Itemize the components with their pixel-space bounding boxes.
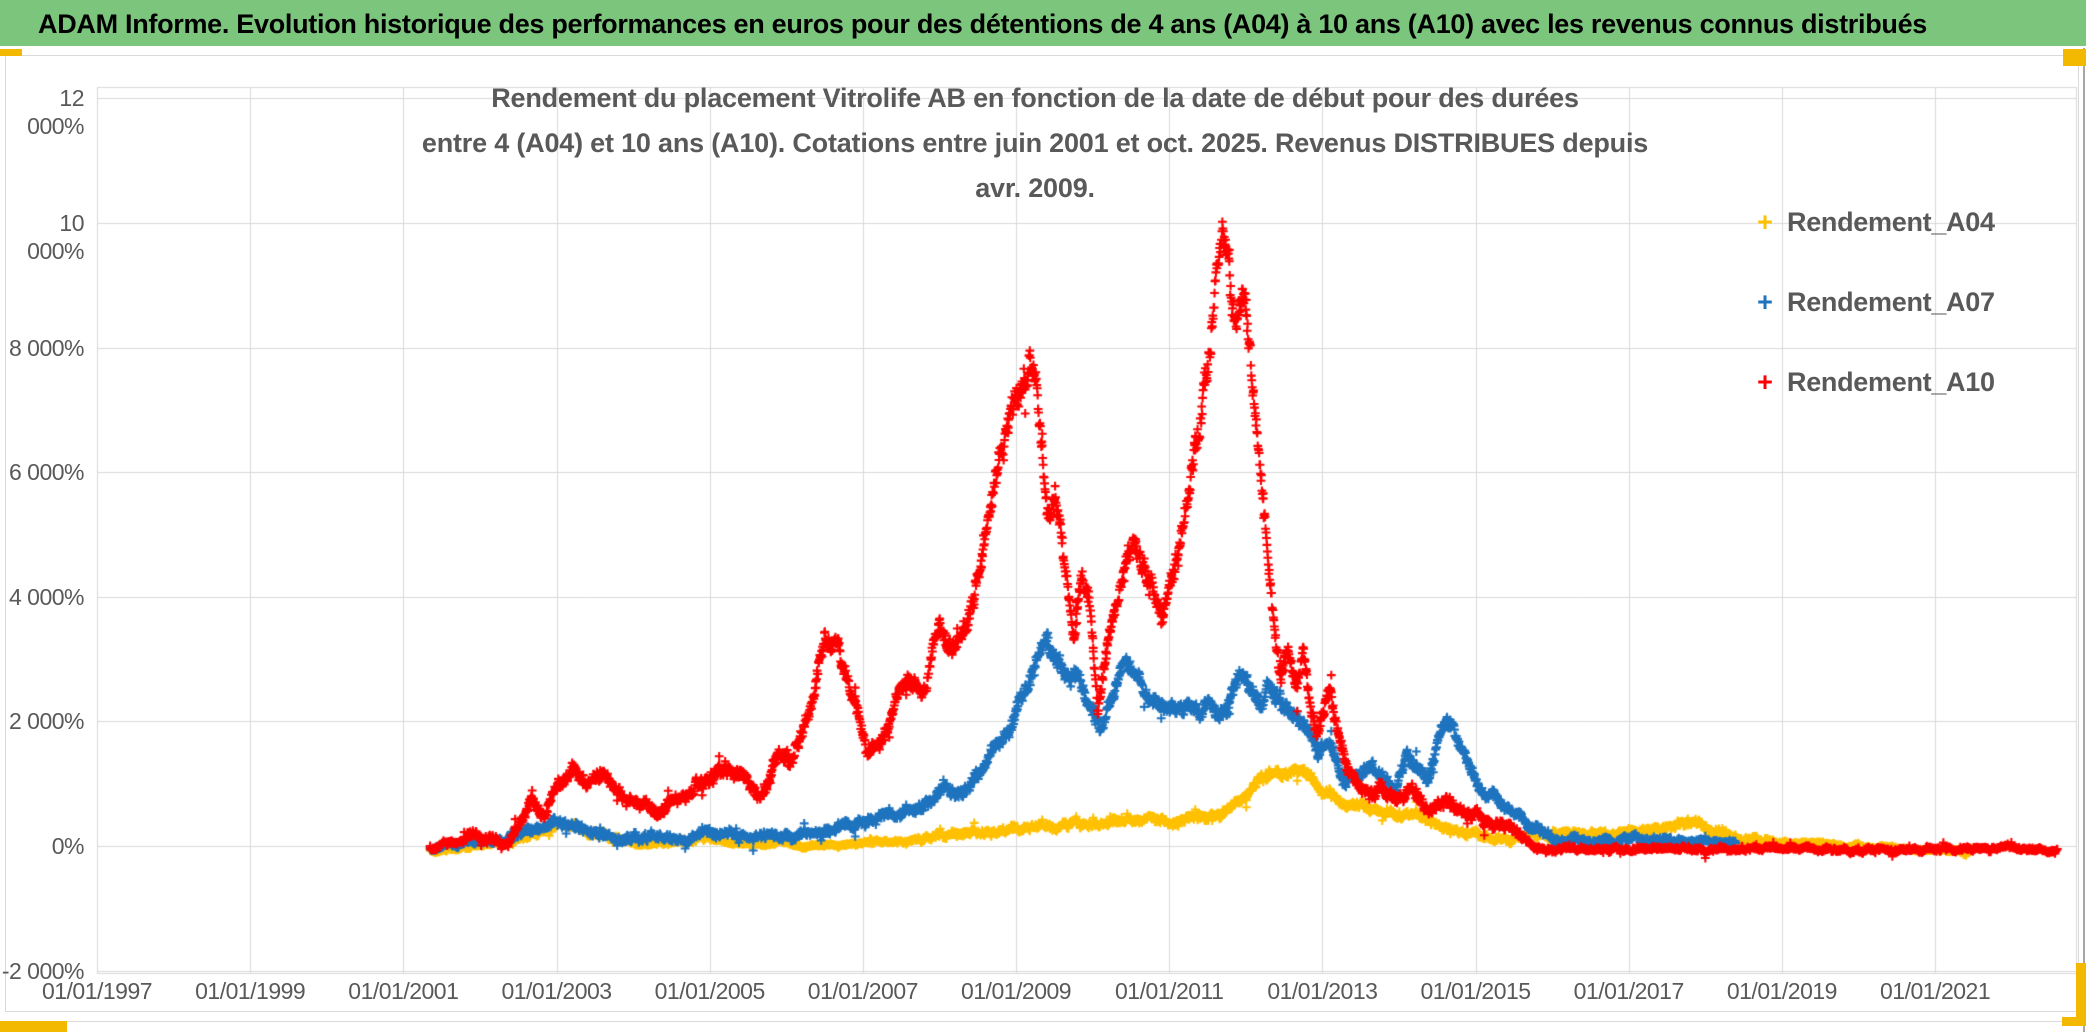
window-edge-line [2083, 48, 2085, 1032]
y-tick-label: 10 000% [27, 209, 84, 264]
chart-title: Rendement du placement Vitrolife AB en f… [415, 76, 1655, 211]
chart-title-line-2: entre 4 (A04) et 10 ans (A10). Cotations… [421, 128, 1649, 203]
x-tick-label: 01/01/2013 [1267, 978, 1378, 1004]
plus-marker-icon: + [1757, 286, 1773, 317]
worksheet-row-divider [0, 1021, 2086, 1022]
x-tick-label: 01/01/2017 [1573, 978, 1685, 1004]
y-tick-label: 4 000% [8, 583, 85, 610]
selection-accent-top-right [2063, 49, 2086, 66]
y-tick-label: -2 000% [1, 957, 85, 984]
selection-accent-bottom-right-vertical [2076, 963, 2086, 1023]
y-tick-label: 8 000% [8, 334, 85, 361]
selection-accent-top-left [0, 49, 22, 56]
x-tick-label: 01/01/2015 [1420, 978, 1531, 1004]
x-tick-label: 01/01/2005 [654, 978, 766, 1004]
legend-item: + Rendement_A07 [1752, 283, 1995, 321]
legend-item-label: Rendement_A07 [1787, 286, 1995, 317]
legend-item: + Rendement_A10 [1752, 363, 1995, 401]
legend-item: + Rendement_A04 [1752, 203, 1995, 241]
legend-item-label: Rendement_A10 [1787, 366, 1995, 397]
legend: + Rendement_A04 + Rendement_A07 + Rendement_A… [1752, 203, 1995, 443]
y-tick-label: 2 000% [8, 708, 85, 735]
x-tick-label: 01/01/2007 [807, 978, 919, 1004]
plus-marker-icon: + [1757, 206, 1773, 237]
legend-item-label: Rendement_A04 [1787, 206, 1995, 237]
x-tick-label: 01/01/2003 [501, 978, 612, 1004]
x-tick-label: 01/01/1997 [41, 978, 153, 1004]
x-tick-label: 01/01/2001 [348, 978, 459, 1004]
chart-title-line-1: Rendement du placement Vitrolife AB en f… [491, 83, 1579, 113]
y-tick-label: 12 000% [27, 85, 84, 140]
y-tick-label: 6 000% [8, 459, 85, 486]
x-tick-label: 01/01/2009 [960, 978, 1072, 1004]
x-tick-label: 01/01/2011 [1115, 978, 1224, 1004]
selection-accent-bottom-right-horizontal [2062, 1017, 2086, 1026]
selection-accent-bottom-left [0, 1021, 67, 1032]
y-tick-label: 0% [51, 833, 85, 860]
x-tick-label: 01/01/1999 [195, 978, 306, 1004]
x-tick-label: 01/01/2019 [1726, 978, 1838, 1004]
x-tick-label: 01/01/2021 [1880, 978, 1991, 1004]
plus-marker-icon: + [1757, 366, 1773, 397]
